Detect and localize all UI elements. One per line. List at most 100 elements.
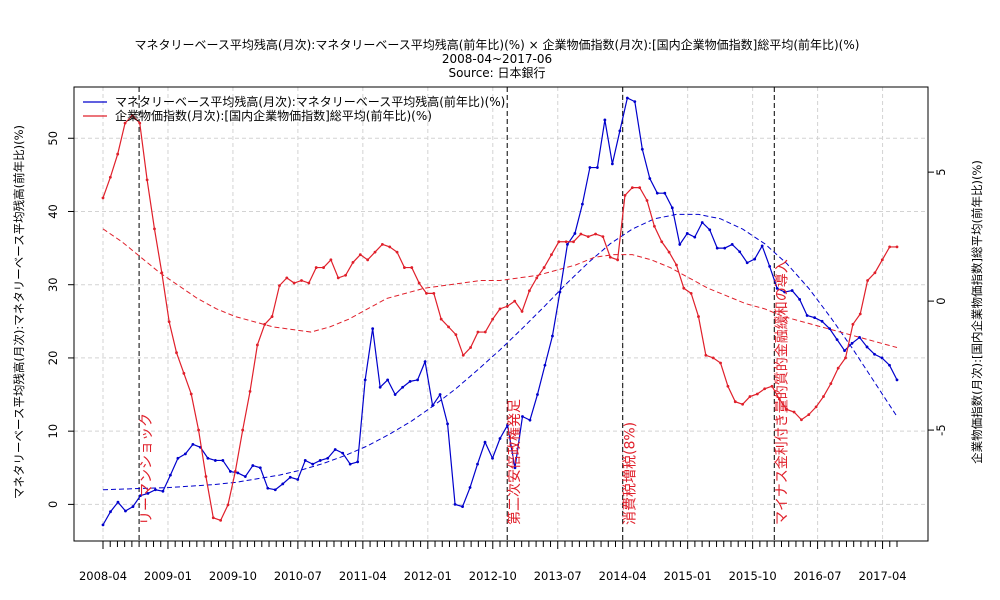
y-left-tick-label: 0 [46, 501, 60, 508]
series-point-1 [116, 152, 120, 156]
series-point-0 [738, 250, 742, 254]
series-point-0 [183, 452, 187, 456]
series-point-0 [476, 462, 479, 466]
x-axis: 2008-04 2009-01 2009-10 2010-07 2011-04 2012-… [79, 541, 907, 583]
series-point-1 [777, 397, 781, 401]
series-point-1 [278, 284, 281, 288]
series-point-0 [333, 448, 337, 451]
y-axis-right: -5 0 5 [928, 168, 948, 436]
series-point-0 [483, 440, 487, 444]
series-point-0 [760, 244, 764, 248]
series-point-1 [160, 271, 164, 275]
grid-lines [74, 87, 928, 541]
series-point-1 [197, 428, 200, 432]
event-labels: リーマンショック 第二次安倍政権発足 消費税増税(8%) マイナス金利付き量的質的金融… [139, 259, 790, 525]
series-point-0 [730, 243, 734, 246]
series-point-1 [469, 346, 472, 349]
series-point-0 [513, 466, 517, 470]
x-tick-label: 2012-01 [404, 569, 452, 583]
series-point-0 [558, 290, 562, 294]
series-point-0 [805, 314, 809, 317]
series-point-0 [393, 393, 397, 396]
series-point-1 [697, 315, 700, 318]
series-point-0 [566, 243, 569, 246]
series-point-0 [873, 352, 876, 356]
legend: マネタリーベース平均残高(月次):マネタリーベース平均残高(前年比)(%) 企業… [83, 94, 505, 123]
series-point-1 [167, 320, 171, 324]
x-tick-label: 2009-10 [209, 569, 257, 583]
series-point-0 [843, 349, 846, 353]
series-point-0 [595, 166, 599, 169]
series-point-1 [667, 250, 671, 254]
series-point-1 [880, 258, 884, 262]
x-tick-label: 2012-10 [469, 569, 517, 583]
y-axis-left: 0 10 20 30 40 50 [46, 131, 74, 508]
series-point-0 [243, 475, 247, 478]
series-point-0 [543, 363, 547, 367]
series-point-1 [630, 186, 634, 190]
series-point-1 [675, 263, 678, 267]
series-point-1 [351, 261, 355, 264]
series-point-0 [431, 404, 434, 407]
series-point-0 [221, 459, 225, 462]
series-point-0 [768, 265, 772, 268]
series-point-1 [101, 196, 105, 200]
series-point-1 [219, 518, 223, 522]
series-point-1 [204, 475, 208, 478]
series-point-1 [763, 387, 767, 391]
series-point-0 [281, 482, 285, 486]
series-point-1 [513, 299, 517, 303]
series-point-1 [520, 310, 524, 313]
series-point-1 [322, 266, 325, 269]
series-point-1 [388, 245, 392, 249]
series-point-0 [101, 523, 105, 527]
series-point-0 [228, 470, 232, 473]
chart-titles: マネタリーベース平均残高(月次):マネタリーベース平均残高(前年比)(%) × … [135, 37, 860, 80]
x-tick-label: 2014-04 [599, 569, 647, 583]
series-point-1 [645, 199, 649, 202]
x-tick-label: 2008-04 [79, 569, 127, 583]
series-point-0 [491, 456, 494, 460]
series-point-0 [753, 257, 757, 261]
series-point-1 [535, 276, 539, 280]
series-point-0 [678, 243, 682, 246]
series-point-0 [258, 466, 262, 470]
series-point-1 [608, 255, 612, 259]
series-point-0 [154, 488, 157, 492]
series-point-0 [888, 363, 891, 367]
series-point-1 [682, 286, 686, 290]
trend-line-1 [102, 228, 898, 349]
series-point-0 [865, 345, 869, 349]
series-point-0 [416, 378, 420, 382]
series-point-0 [648, 177, 652, 180]
series-point-0 [236, 471, 240, 475]
series-point-0 [528, 418, 532, 422]
y-axis-right-label: 企業物価指数(月次):[国内企業物価指数]総平均(前年比)(%) [970, 160, 984, 464]
series-point-1 [498, 307, 502, 311]
series-point-0 [348, 462, 352, 466]
event-label-2: 消費税増税(8%) [623, 422, 639, 525]
series-point-1 [292, 281, 296, 285]
chart-title: マネタリーベース平均残高(月次):マネタリーベース平均残高(前年比)(%) × … [135, 37, 860, 52]
series-point-1 [336, 276, 340, 280]
series-point-0 [296, 478, 300, 481]
series-point-1 [844, 356, 847, 360]
y-left-tick-label: 40 [46, 204, 60, 219]
series-point-0 [453, 502, 457, 506]
series-point-1 [410, 266, 414, 269]
series-point-1 [233, 469, 237, 473]
series-point-1 [263, 322, 267, 326]
series-point-1 [836, 366, 840, 370]
series-point-0 [693, 235, 697, 239]
series-point-1 [858, 312, 862, 316]
series-point-1 [586, 235, 590, 239]
series-point-0 [798, 297, 802, 301]
series-point-0 [378, 385, 382, 389]
series-point-1 [851, 322, 855, 326]
series-point-1 [123, 121, 127, 125]
event-label-3: マイナス金利付き量的質的金融緩和の導入 [774, 259, 790, 525]
x-tick-label: 2010-07 [274, 569, 322, 583]
series-point-1 [770, 384, 774, 388]
series-point-1 [542, 266, 546, 269]
series-point-0 [169, 473, 172, 477]
